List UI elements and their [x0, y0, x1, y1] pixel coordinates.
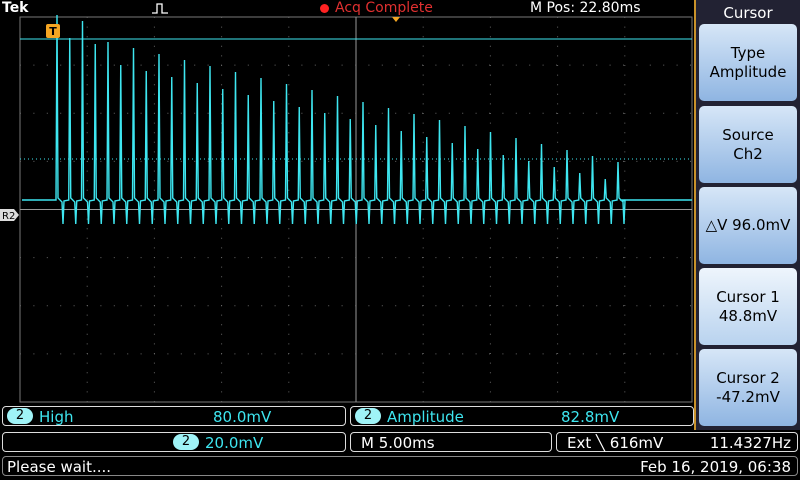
menu-button: △V 96.0mV	[699, 187, 797, 264]
menu-button: Source Ch2	[699, 106, 797, 183]
channel-badge: 2	[173, 434, 199, 450]
channel-badge: 2	[7, 408, 33, 424]
reference-label: R2	[2, 211, 15, 222]
menu-button-text: Source	[722, 125, 774, 144]
menu-button: Type Amplitude	[699, 24, 797, 101]
status-bar: Please wait.... Feb 16, 2019, 06:38	[2, 456, 798, 476]
menu-title: Cursor	[723, 4, 773, 22]
menu-button-text: 48.8mV	[718, 306, 778, 325]
menu-button-text: -47.2mV	[716, 387, 780, 406]
scale: 20.0mV	[205, 434, 264, 452]
channel-scale: 2 20.0mV	[2, 432, 346, 452]
measurement: 2 High 80.0mV	[2, 406, 346, 426]
measurement-value: 82.8mV	[561, 408, 620, 426]
menu-button-text: Ch2	[733, 144, 763, 163]
trigger-marker: T	[49, 25, 57, 38]
datetime: Feb 16, 2019, 06:38	[640, 458, 791, 476]
brand: Tek	[2, 0, 29, 16]
measurement-name: Amplitude	[387, 408, 464, 426]
menu-button-text: Amplitude	[709, 62, 787, 81]
menu-button: Cursor 1 48.8mV	[699, 268, 797, 345]
acq-status: Acq Complete	[335, 0, 433, 16]
trigger-marker-box	[46, 24, 60, 38]
timebase: M 5.00ms	[350, 432, 552, 452]
measurement: 2 Amplitude 82.8mV	[350, 406, 694, 426]
trigger-position	[392, 17, 400, 22]
status-dot	[320, 4, 329, 13]
position: M Pos: 22.80ms	[530, 0, 641, 16]
frequency: 11.4327Hz	[709, 434, 791, 452]
measurement-value: 80.0mV	[213, 408, 272, 426]
measurement-name: High	[39, 408, 74, 426]
trigger-icon	[152, 3, 168, 14]
trigger-readout: Ext ╲ 616mV 11.4327Hz	[556, 432, 798, 452]
menu-button-text: Cursor 2	[716, 368, 780, 387]
graticule: T R2	[0, 14, 693, 403]
menu-button-text: Cursor 1	[716, 287, 780, 306]
reference-badge	[0, 209, 19, 221]
menu-button: Cursor 2 -47.2mV	[699, 349, 797, 426]
top-bar: Tek Acq Complete M Pos: 22.80ms	[0, 0, 694, 17]
message: Please wait....	[7, 458, 112, 476]
menu-button-text: △V 96.0mV	[705, 216, 791, 234]
trigger-setting: Ext ╲ 616mV	[567, 434, 664, 452]
channel-badge: 2	[355, 408, 381, 424]
menu-button-text: Type	[730, 43, 766, 62]
waveform	[22, 14, 692, 225]
